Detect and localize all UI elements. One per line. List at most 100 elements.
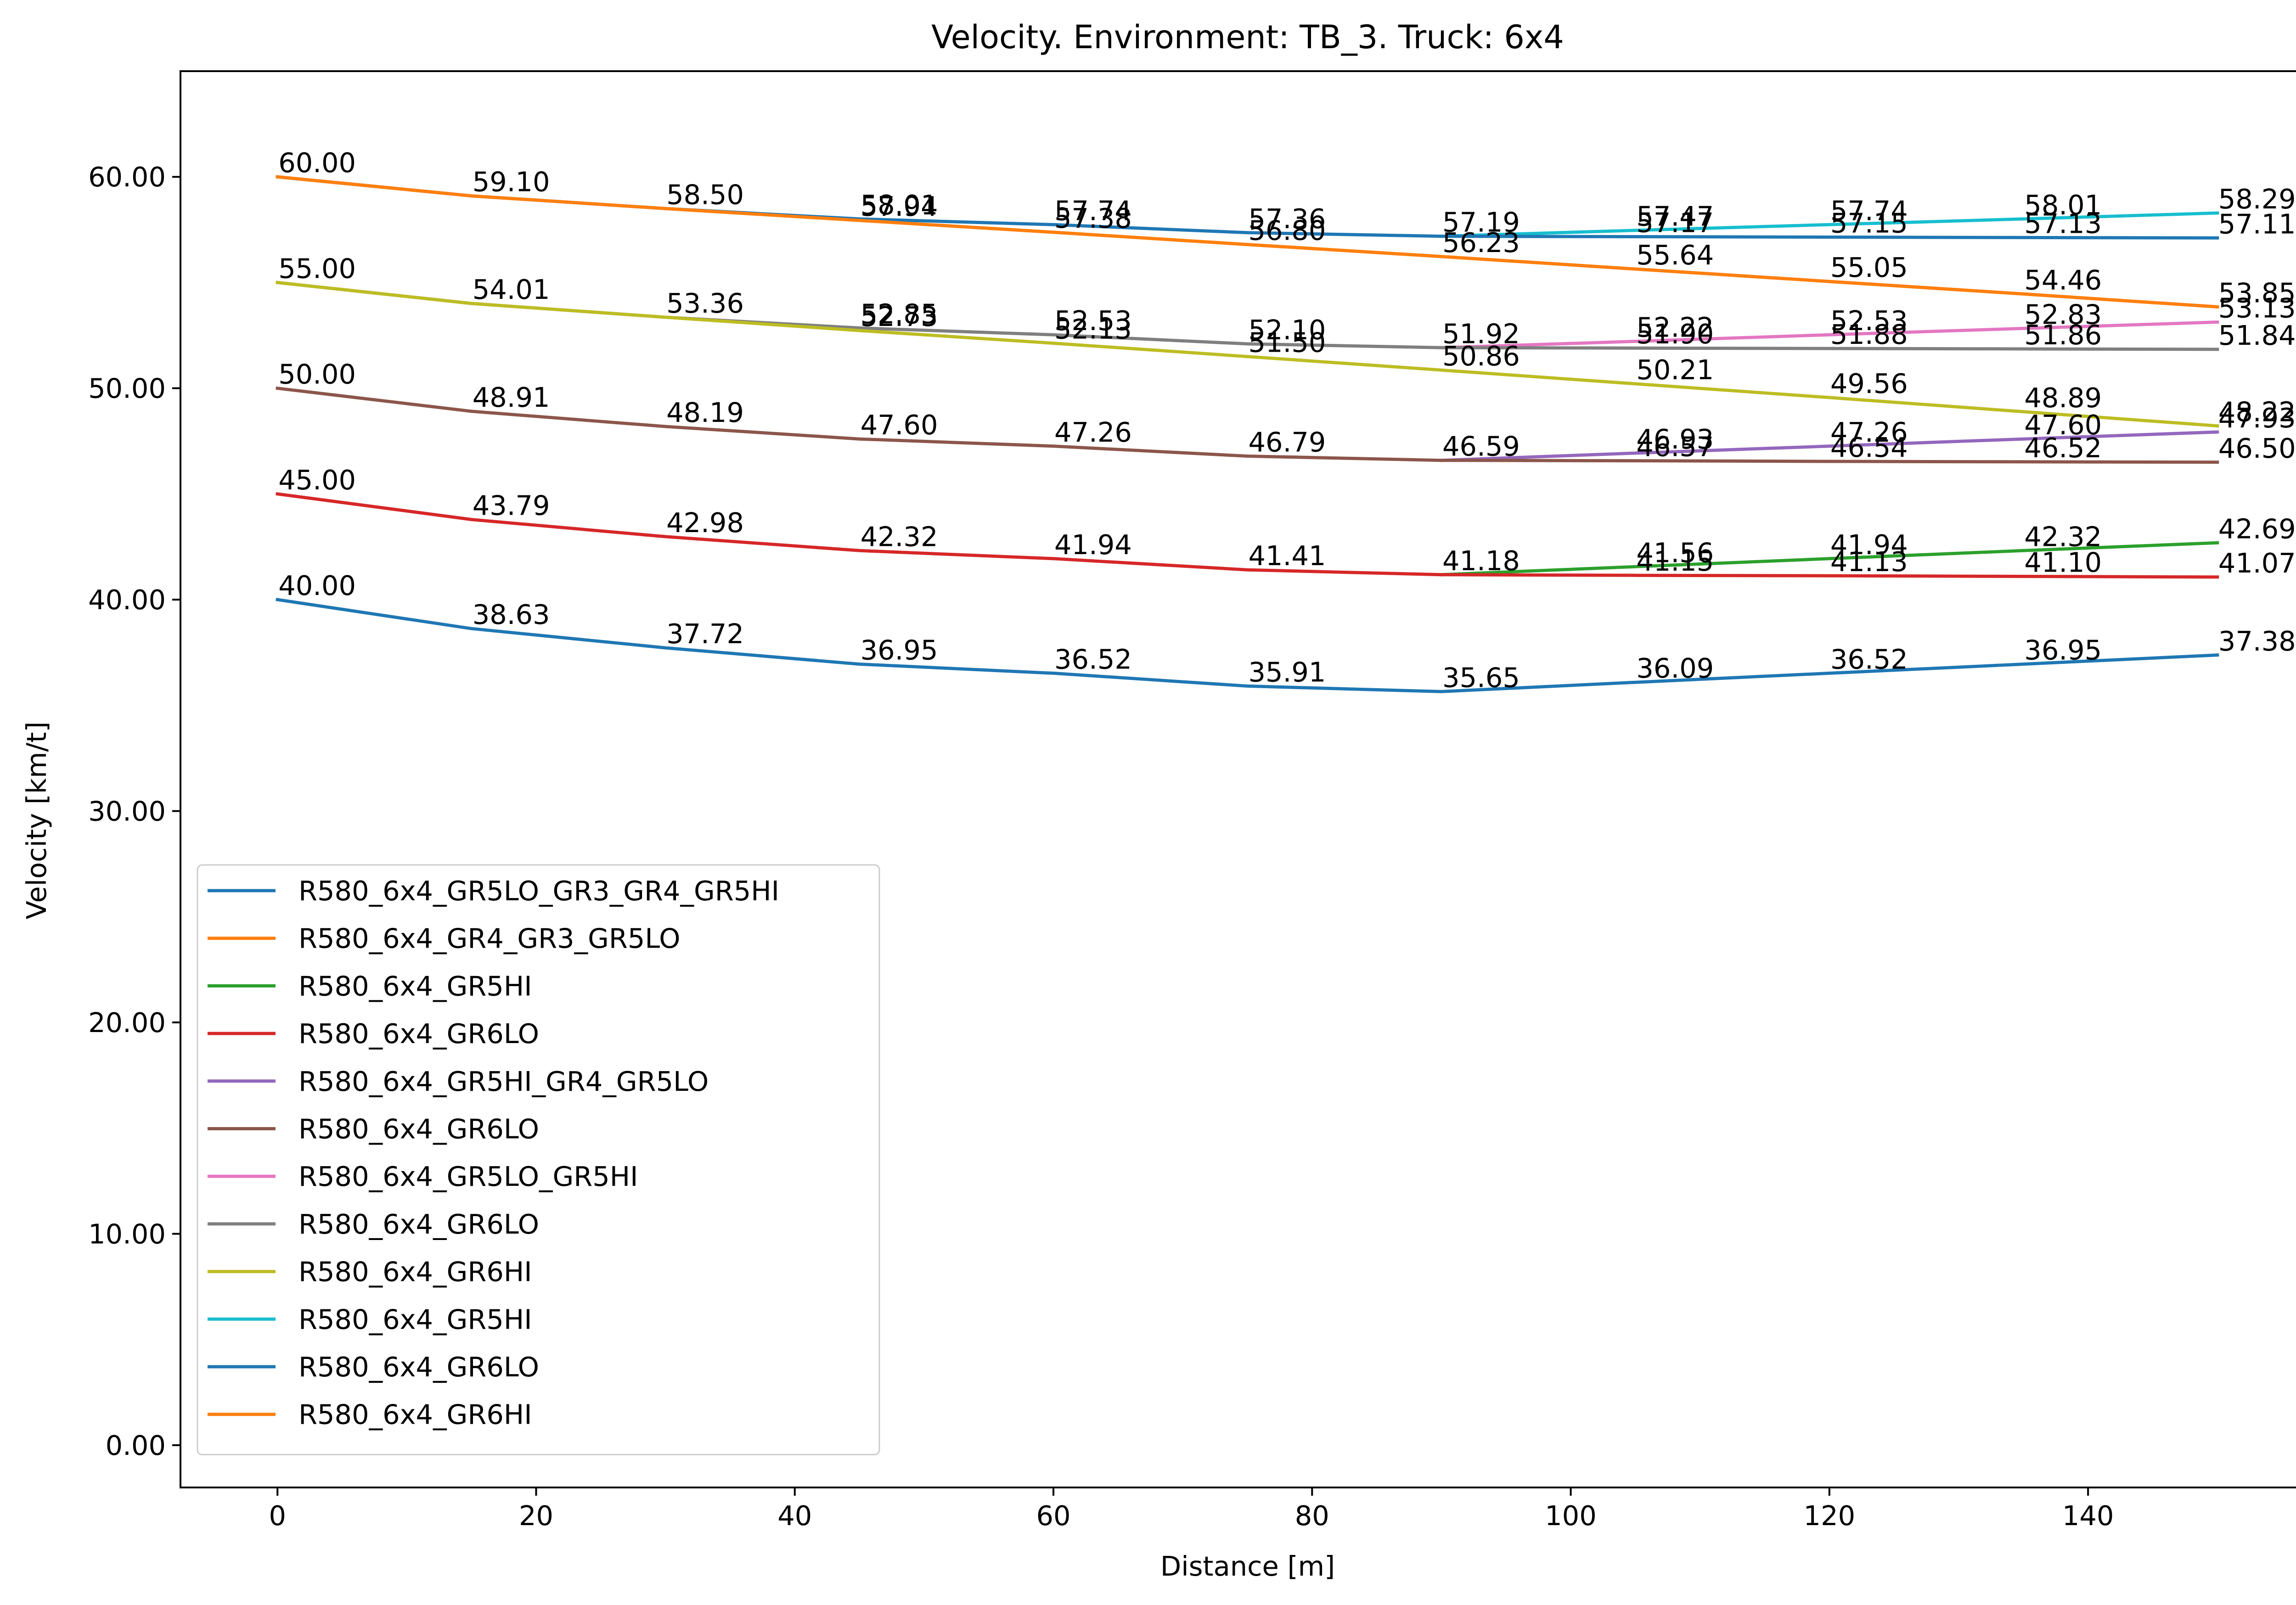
series-line-10 <box>1440 211 2219 238</box>
data-label: 51.90 <box>1636 318 1714 350</box>
data-label: 41.41 <box>1249 540 1326 572</box>
legend-entry: R580_6x4_GR6HI <box>298 1256 532 1288</box>
legend-entry: R580_6x4_GR6LO <box>298 1208 539 1240</box>
y-tick-label: 40.00 <box>88 584 166 616</box>
x-tick-label: 20 <box>519 1500 553 1532</box>
y-tick-label: 30.00 <box>88 796 166 827</box>
data-label: 59.10 <box>473 166 550 198</box>
x-tick-label: 40 <box>777 1500 812 1532</box>
data-label: 52.73 <box>861 301 938 332</box>
legend-entry: R580_6x4_GR6LO <box>298 1113 539 1145</box>
data-label: 41.13 <box>1830 546 1908 578</box>
data-label: 52.10 <box>1249 314 1326 346</box>
data-label: 50.21 <box>1636 354 1714 386</box>
y-tick-label: 60.00 <box>88 161 166 193</box>
data-label: 41.15 <box>1636 545 1714 577</box>
x-tick-label: 0 <box>269 1500 286 1532</box>
data-label: 51.50 <box>1249 327 1326 359</box>
data-label: 46.59 <box>1442 431 1520 462</box>
series-line-4 <box>276 492 2219 579</box>
data-label: 52.53 <box>1054 305 1132 337</box>
y-tick-label: 20.00 <box>88 1007 166 1038</box>
data-label: 46.54 <box>1830 432 1908 463</box>
series-line-1 <box>276 598 2219 693</box>
series-line-3 <box>1440 541 2219 577</box>
data-label: 42.98 <box>666 507 744 539</box>
data-label: 57.15 <box>1830 208 1908 239</box>
data-label: 49.56 <box>1830 368 1908 399</box>
data-label: 41.18 <box>1442 545 1520 577</box>
series-line-9 <box>276 281 2219 428</box>
y-tick-label: 0.00 <box>106 1430 166 1461</box>
data-label: 50.00 <box>278 359 356 390</box>
data-label: 48.19 <box>666 397 744 428</box>
data-label: 53.36 <box>666 287 744 319</box>
data-label: 46.57 <box>1636 431 1714 463</box>
data-label: 38.63 <box>473 599 550 630</box>
chart-title: Velocity. Environment: TB_3. Truck: 6x4 <box>931 18 1564 56</box>
data-label: 57.36 <box>1249 203 1326 235</box>
data-label: 41.07 <box>2218 547 2296 579</box>
axes: 0 20 40 60 80 100 120 140 0.00 10.00 20.00 30.00 40.… <box>88 70 2296 1532</box>
data-label: 53.85 <box>2218 277 2296 309</box>
legend-entry: R580_6x4_GR5LO_GR3_GR4_GR5HI <box>298 875 779 907</box>
data-label: 58.29 <box>2218 183 2296 215</box>
data-label: 57.11 <box>2218 208 2296 240</box>
data-label: 43.79 <box>473 490 550 522</box>
data-label: 56.80 <box>1249 215 1326 247</box>
data-label: 57.17 <box>1636 207 1714 239</box>
data-label: 42.32 <box>861 521 938 552</box>
data-label: 53.13 <box>2218 292 2296 324</box>
data-label: 36.95 <box>2024 634 2102 666</box>
data-label: 35.65 <box>1442 662 1520 693</box>
data-label: 51.92 <box>1442 318 1520 349</box>
data-label: 52.22 <box>1636 312 1714 343</box>
data-label: 56.23 <box>1442 227 1520 258</box>
legend-entry: R580_6x4_GR6LO <box>298 1351 539 1383</box>
x-tick-label: 120 <box>1804 1500 1856 1532</box>
data-label: 46.79 <box>1249 427 1326 458</box>
data-label: 41.94 <box>1054 529 1132 561</box>
data-label: 54.46 <box>2024 264 2102 296</box>
data-label: 35.91 <box>1249 656 1326 688</box>
x-tick-label: 80 <box>1295 1500 1329 1532</box>
data-label: 58.50 <box>666 179 744 210</box>
data-label: 47.93 <box>2218 402 2296 434</box>
data-label: 55.64 <box>1636 239 1714 271</box>
data-label: 58.01 <box>861 189 938 221</box>
x-tick-label: 60 <box>1036 1500 1071 1532</box>
data-label: 42.69 <box>2218 513 2296 544</box>
data-label: 48.89 <box>2024 382 2102 414</box>
data-label: 57.38 <box>1054 202 1132 234</box>
data-label: 52.13 <box>1054 314 1132 345</box>
data-label: 57.13 <box>2024 208 2102 239</box>
data-label: 51.86 <box>2024 319 2102 351</box>
data-label: 45.00 <box>278 464 356 496</box>
data-label: 48.22 <box>2218 396 2296 428</box>
y-tick-label: 10.00 <box>88 1218 166 1250</box>
legend-entry: R580_6x4_GR4_GR3_GR5LO <box>298 923 681 954</box>
axes-frame <box>180 70 2296 1488</box>
data-label: 46.93 <box>1636 423 1714 455</box>
data-label: 36.52 <box>1054 643 1132 675</box>
data-label: 55.05 <box>1830 252 1908 283</box>
data-label: 51.88 <box>1830 319 1908 350</box>
series-line-12 <box>276 175 2219 309</box>
y-tick-label: 50.00 <box>88 373 166 404</box>
data-label: 36.52 <box>1830 643 1908 675</box>
x-tick-label: 100 <box>1545 1500 1597 1532</box>
legend-entry: R580_6x4_GR5HI_GR4_GR5LO <box>298 1066 709 1097</box>
series-line-6 <box>276 386 2219 464</box>
data-label: 57.94 <box>861 191 938 222</box>
data-label: 37.38 <box>2218 625 2296 657</box>
x-axis-label: Distance [m] <box>1160 1550 1335 1582</box>
data-label: 46.52 <box>2024 432 2102 464</box>
data-label: 41.56 <box>1636 537 1714 568</box>
data-label: 54.01 <box>473 274 550 305</box>
data-label: 57.74 <box>1054 195 1132 226</box>
data-label: 60.00 <box>278 147 356 179</box>
data-label: 42.32 <box>2024 521 2102 552</box>
data-label: 41.10 <box>2024 547 2102 578</box>
data-label: 36.95 <box>861 634 938 666</box>
